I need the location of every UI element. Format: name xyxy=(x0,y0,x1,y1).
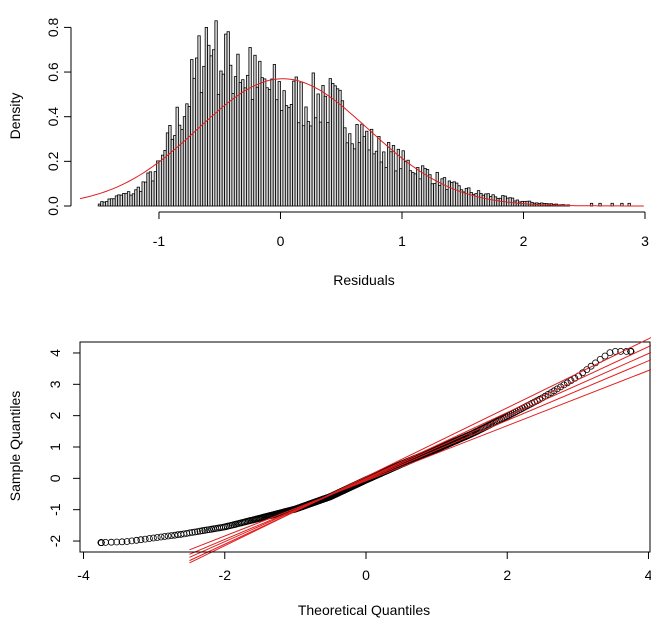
histogram-plot: -1 0 1 2 3 0.0 0.2 0.4 0.6 0.8 Residuals Density xyxy=(7,17,649,288)
qq-axes: -4 -2 0 2 4 -2 -1 0 1 2 3 4 xyxy=(47,349,651,583)
histogram-y-axis-label: Density xyxy=(7,93,23,140)
qq-point xyxy=(145,535,153,542)
qq-point xyxy=(128,537,136,545)
qq-x-axis-label: Theoretical Quantiles xyxy=(298,602,430,618)
qq-point xyxy=(205,526,213,533)
qq-point xyxy=(123,538,131,545)
qq-point xyxy=(583,366,591,374)
qq-y-tick-label: 3 xyxy=(47,380,63,388)
qq-point xyxy=(194,528,201,535)
qq-point xyxy=(587,362,595,370)
qq-point xyxy=(149,534,157,542)
qq-reference-line xyxy=(189,351,651,558)
qq-point xyxy=(188,529,196,536)
qq-plot: -4 -2 0 2 4 -2 -1 0 1 2 3 4 Theoretical Quantiles S… xyxy=(7,337,651,618)
qq-y-tick-label: 1 xyxy=(47,443,63,451)
qq-point xyxy=(157,533,165,541)
qq-point xyxy=(113,538,121,546)
histogram-x-tick-label: -1 xyxy=(153,233,166,249)
qq-x-tick-label: 0 xyxy=(362,567,370,583)
histogram-x-tick-label: 0 xyxy=(277,233,285,249)
histogram-y-tick-label: 0.6 xyxy=(45,62,61,82)
histogram-bars xyxy=(97,20,631,207)
qq-point xyxy=(97,539,105,546)
qq-x-tick-label: -4 xyxy=(77,567,90,583)
qq-point xyxy=(611,347,619,355)
qq-plot-frame xyxy=(79,341,651,553)
qq-point xyxy=(191,528,199,536)
qq-point xyxy=(161,533,169,540)
qq-point xyxy=(186,529,194,537)
histogram-x-tick-label: 2 xyxy=(520,233,528,249)
qq-point xyxy=(201,526,209,534)
qq-point xyxy=(164,532,172,540)
qq-point xyxy=(567,377,575,385)
qq-point xyxy=(196,527,204,535)
qq-point xyxy=(137,536,145,544)
qq-y-tick-label: 4 xyxy=(47,349,63,357)
qq-x-tick-label: 2 xyxy=(503,567,511,583)
qq-point xyxy=(118,538,126,546)
qq-reference-lines xyxy=(189,337,651,564)
qq-point xyxy=(133,536,140,544)
qq-reference-line xyxy=(189,359,651,555)
qq-x-tick-label: -2 xyxy=(219,567,232,583)
qq-point xyxy=(557,383,564,391)
qq-point xyxy=(499,414,507,422)
qq-point xyxy=(153,534,161,541)
histogram-x-tick-label: 1 xyxy=(398,233,406,249)
qq-y-tick-label: -2 xyxy=(47,535,63,548)
qq-y-tick-label: 2 xyxy=(47,412,63,420)
qq-y-tick-label: 0 xyxy=(47,474,63,482)
qq-point xyxy=(203,526,211,534)
histogram-x-axis-label: Residuals xyxy=(333,272,394,288)
qq-point xyxy=(503,413,511,421)
qq-points xyxy=(97,347,635,546)
qq-reference-line xyxy=(189,337,651,564)
qq-point xyxy=(553,385,561,393)
qq-reference-line xyxy=(189,344,651,562)
qq-x-tick-label: 4 xyxy=(645,567,651,583)
qq-point xyxy=(601,352,609,360)
histogram-y-tick-label: 0.8 xyxy=(45,17,61,37)
qq-point xyxy=(102,539,109,546)
normal-density-curve xyxy=(79,78,644,207)
qq-reference-line xyxy=(189,368,651,551)
qq-point xyxy=(198,527,206,535)
qq-point xyxy=(167,532,175,539)
histogram-y-tick-label: 0.0 xyxy=(45,196,61,216)
histogram-axes: -1 0 1 2 3 0.0 0.2 0.4 0.6 0.8 xyxy=(45,17,649,249)
qq-y-axis-label: Sample Quantiles xyxy=(7,391,23,502)
qq-point xyxy=(107,538,115,546)
qq-point xyxy=(606,349,614,357)
qq-y-tick-label: -1 xyxy=(47,503,63,516)
qq-point xyxy=(141,535,149,543)
histogram-y-tick-label: 0.2 xyxy=(45,151,61,171)
histogram-y-tick-label: 0.4 xyxy=(45,107,61,127)
histogram-x-tick-label: 3 xyxy=(641,233,649,249)
